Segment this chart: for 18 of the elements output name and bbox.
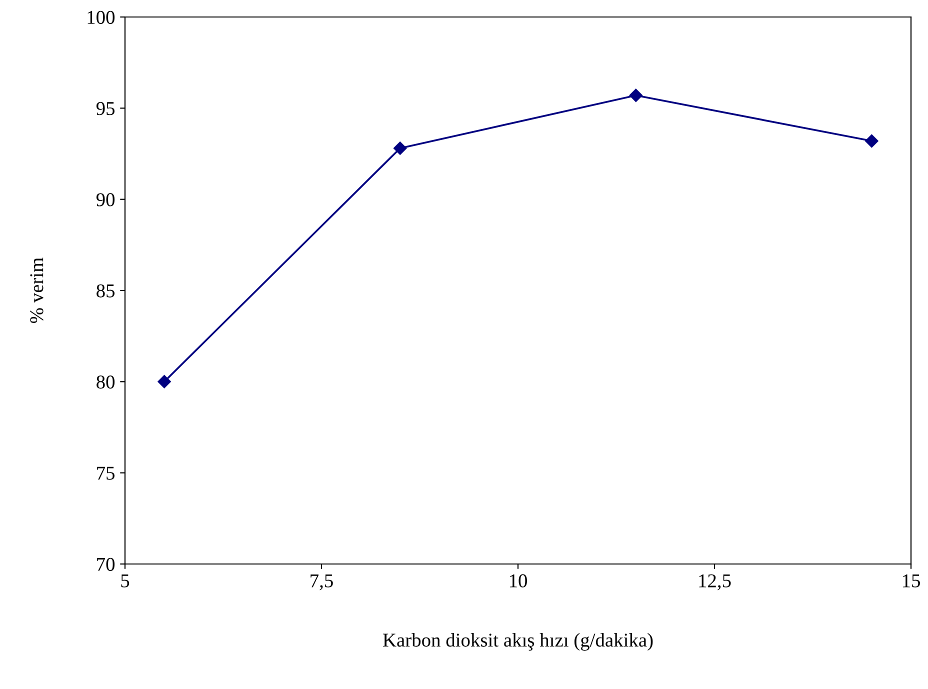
point <box>629 88 642 102</box>
y-tick-label: 80 <box>96 375 115 389</box>
y-tick-label: 75 <box>97 466 115 480</box>
y-axis-title: % verim <box>30 258 44 324</box>
y-tick-label: 100 <box>88 10 115 24</box>
point <box>865 134 878 148</box>
point <box>158 375 171 388</box>
x-tick-label: 7,5 <box>310 574 333 590</box>
y-tick-label: 95 <box>96 102 115 116</box>
y-tick-label: 85 <box>96 284 115 298</box>
point <box>394 142 407 155</box>
y-tick-label: 90 <box>96 193 115 206</box>
x-tick-label: 12,5 <box>699 574 731 590</box>
x-tick-label: 15 <box>902 574 920 588</box>
y-tick-label: 70 <box>97 558 115 571</box>
x-tick-label: 10 <box>510 574 527 588</box>
x-axis-title: Karbon dioksit akış hızı (g/dakika) <box>383 633 653 651</box>
x-tick-label: 5 <box>121 574 130 588</box>
